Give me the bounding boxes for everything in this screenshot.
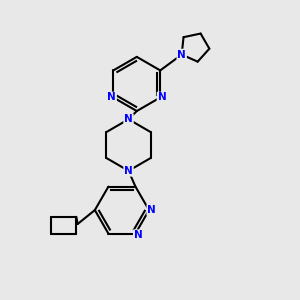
Text: N: N: [158, 92, 166, 103]
Text: N: N: [124, 114, 133, 124]
Text: N: N: [177, 50, 186, 60]
Text: N: N: [107, 92, 116, 103]
Text: N: N: [134, 230, 142, 240]
Text: N: N: [147, 205, 156, 215]
Text: N: N: [124, 166, 133, 176]
